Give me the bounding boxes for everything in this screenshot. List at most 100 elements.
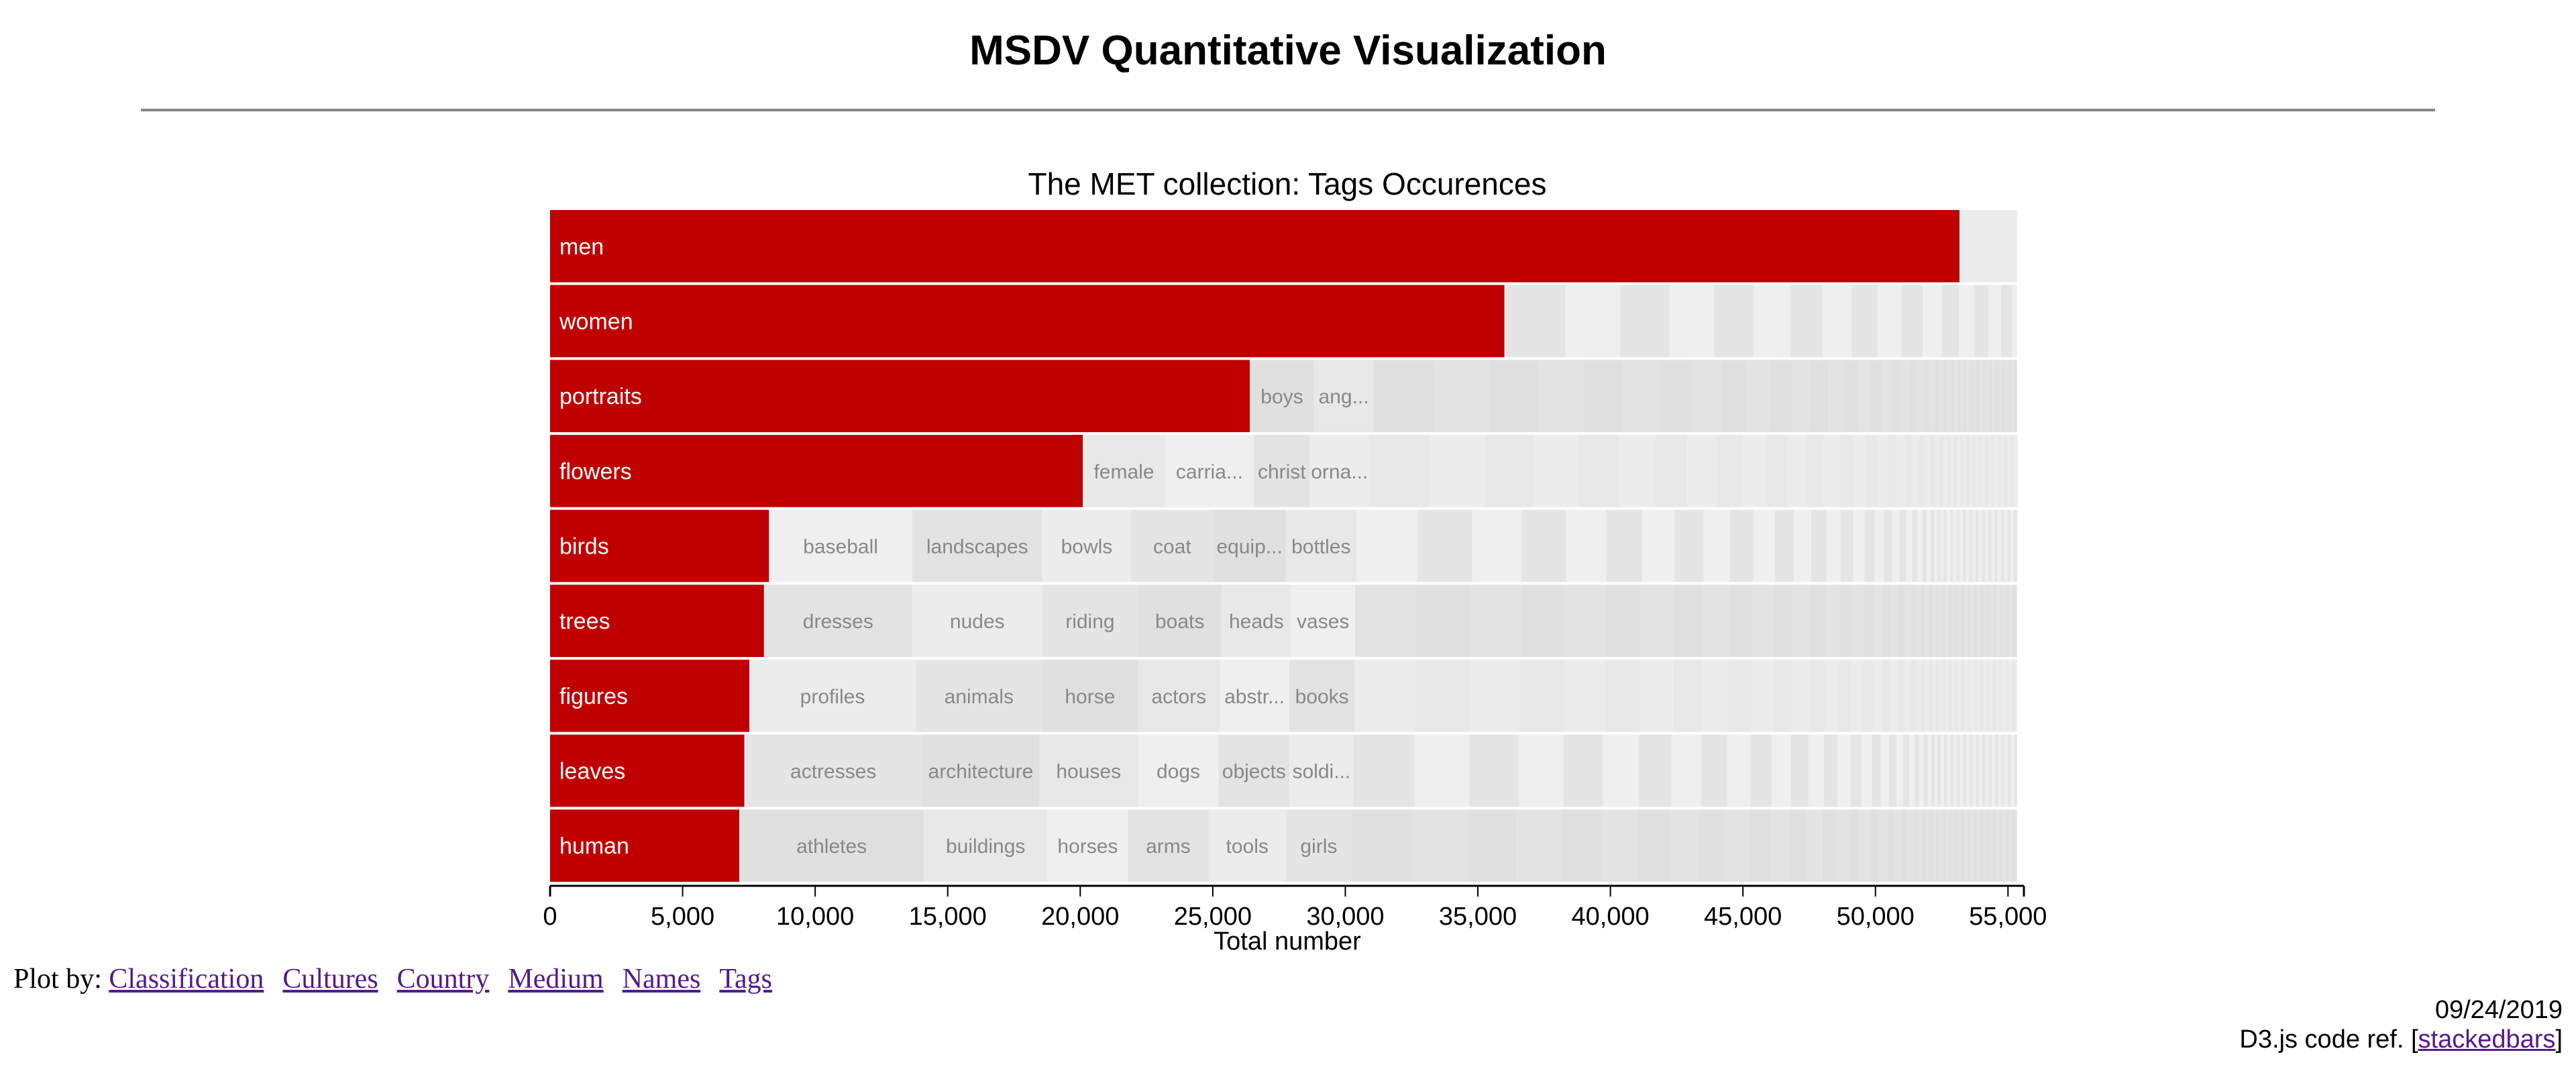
bar-human[interactable] [550,809,740,882]
segment-other [1949,585,1952,657]
segment-other [1887,435,1897,507]
segment-label: boys [1260,386,1303,408]
segment-other [1932,809,1936,882]
segment-other [2010,509,2014,582]
x-tick-label: 20,000 [1041,903,1119,931]
segment-other [1807,435,1824,507]
segment-architecture[interactable] [922,734,1040,807]
segment-nudes[interactable] [912,585,1042,657]
segment-other [1959,210,2017,283]
segment-houses[interactable] [1039,734,1138,807]
segment-other [1983,360,1986,432]
segment-other [1887,809,1895,882]
segment-bowls[interactable] [1042,509,1132,582]
segment-other [1976,360,1980,432]
segment-other [1620,285,1670,358]
segment-christ[interactable] [1254,435,1310,507]
segment-animals[interactable] [915,660,1042,732]
segment-other [1934,509,1938,582]
x-tick-label: 35,000 [1439,903,1517,931]
segment-other [1917,509,1923,582]
link-tags[interactable]: Tags [719,964,773,995]
bar-figures[interactable] [550,660,750,732]
segment-other [1927,509,1931,582]
segment-riding[interactable] [1042,585,1138,657]
segment-other [1669,285,1715,358]
segment-other [1974,660,1978,732]
segment-carria[interactable] [1165,435,1254,507]
segment-other [1955,809,1958,882]
segment-other [1866,435,1878,507]
segment-ang[interactable] [1313,360,1374,432]
segment-other [1980,360,1984,432]
segment-other [2008,809,2012,882]
segment-label: buildings [946,835,1025,858]
bar-women[interactable] [550,285,1505,358]
bar-portraits[interactable] [550,360,1250,432]
segment-arms[interactable] [1128,809,1209,882]
segment-horse[interactable] [1042,660,1138,732]
link-country[interactable]: Country [396,964,490,995]
segment-athletes[interactable] [739,809,924,882]
segment-coat[interactable] [1131,509,1214,582]
segment-other [1994,734,1998,807]
segment-other [1890,660,1898,732]
link-cultures[interactable]: Cultures [282,964,378,995]
segment-other [1823,435,1839,507]
segment-vases[interactable] [1291,585,1356,657]
segment-dogs[interactable] [1138,734,1219,807]
segment-other [1469,734,1519,807]
bar-men[interactable] [550,210,1960,283]
segment-baseball[interactable] [769,509,912,582]
link-names[interactable]: Names [622,964,701,995]
segment-objects[interactable] [1218,734,1290,807]
bar-flowers[interactable] [550,435,1083,507]
segment-bottles[interactable] [1285,509,1357,582]
segment-equip[interactable] [1213,509,1286,582]
segment-heads[interactable] [1222,585,1291,657]
segment-other [1809,660,1825,732]
segment-profiles[interactable] [749,660,916,732]
segment-other [1927,734,1931,807]
segment-other [1853,509,1865,582]
bar-trees[interactable] [550,585,764,657]
segment-other [1913,809,1918,882]
segment-other [1861,734,1872,807]
segment-other [1878,809,1888,882]
segment-horses[interactable] [1047,809,1128,882]
bar-leaves[interactable] [550,734,745,807]
segment-soldi[interactable] [1289,734,1354,807]
link-medium[interactable]: Medium [508,964,604,995]
segment-other [1353,734,1415,807]
segment-other [1935,809,1939,882]
segment-other [1670,809,1699,882]
segment-buildings[interactable] [924,809,1048,882]
segment-landscapes[interactable] [912,509,1042,582]
segment-other [1957,360,1961,432]
segment-label: dresses [803,611,873,633]
segment-actors[interactable] [1138,660,1220,732]
segment-girls[interactable] [1285,809,1352,882]
segment-tools[interactable] [1208,809,1286,882]
segment-female[interactable] [1083,435,1165,507]
segment-other [1603,734,1640,807]
segment-orna[interactable] [1309,435,1369,507]
link-classification[interactable]: Classification [109,964,264,995]
segment-other [1942,585,1946,657]
stackedbars-link[interactable]: stackedbars [2418,1025,2556,1054]
segment-actresses[interactable] [744,734,922,807]
segment-label: animals [945,686,1014,708]
segment-dresses[interactable] [763,585,912,657]
segment-abstr[interactable] [1220,660,1289,732]
bar-row-leaves: leaves actresses architecture houses dogs obj… [550,734,2017,807]
segment-other [2002,360,2006,432]
segment-books[interactable] [1289,660,1355,732]
segment-boats[interactable] [1138,585,1222,657]
segment-boys[interactable] [1250,360,1314,432]
segment-other [1996,585,2000,657]
segment-other [1986,660,1990,732]
bar-birds[interactable] [550,509,769,582]
segment-other [1932,660,1936,732]
bar-label: human [559,833,629,859]
segment-other [2013,435,2017,507]
